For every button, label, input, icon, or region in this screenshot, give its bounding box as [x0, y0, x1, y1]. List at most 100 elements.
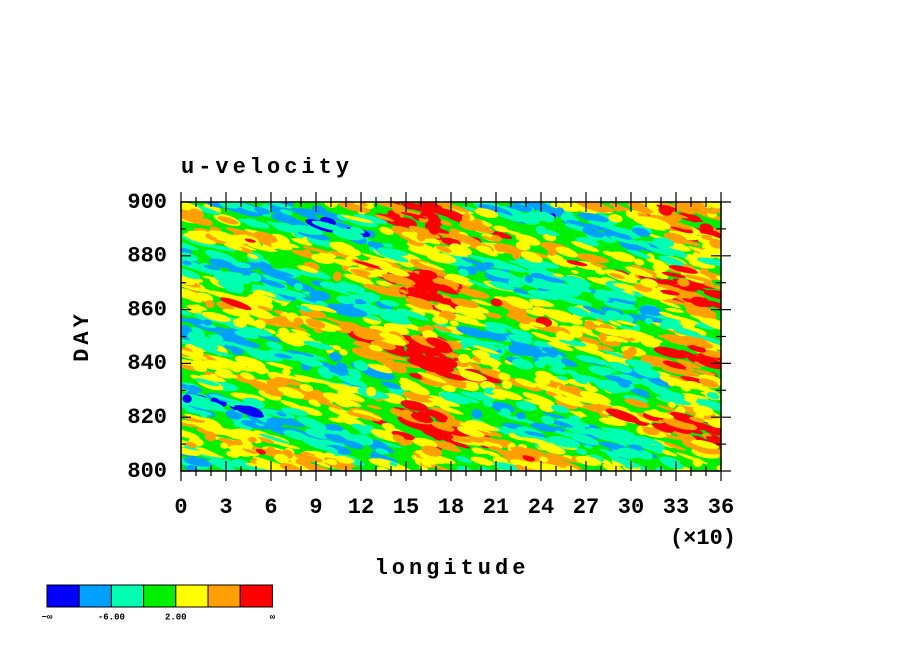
field-blob: [183, 458, 212, 467]
field-blob: [565, 369, 579, 376]
field-blob: [208, 334, 223, 340]
field-blob: [592, 403, 606, 409]
field-blob: [194, 378, 220, 387]
field-blob: [427, 238, 441, 245]
field-blob: [458, 369, 488, 381]
field-blob: [579, 432, 601, 440]
field-blob: [279, 463, 301, 471]
field-blob: [359, 291, 381, 302]
field-blob: [367, 240, 377, 248]
field-blob: [578, 354, 613, 367]
field-blob: [697, 422, 715, 430]
field-blob: [419, 424, 452, 435]
field-blob: [405, 292, 431, 303]
field-blob: [711, 250, 721, 260]
field-blob: [698, 378, 719, 388]
field-blob: [669, 412, 701, 425]
field-blob: [383, 243, 394, 248]
field-blob: [523, 431, 547, 438]
field-blob: [508, 260, 530, 266]
field-blob: [310, 391, 321, 398]
field-blob: [491, 231, 513, 240]
field-blob: [452, 233, 482, 247]
field-blob: [376, 466, 389, 471]
field-blob: [270, 242, 293, 251]
colorbar-swatch: [46, 584, 80, 608]
field-blob: [466, 381, 479, 392]
field-blob: [694, 361, 706, 367]
field-blob: [634, 258, 645, 266]
field-blob: [328, 417, 345, 423]
field-blob: [181, 380, 198, 392]
field-blob: [488, 341, 505, 347]
field-blob: [248, 272, 262, 283]
field-blob: [627, 249, 651, 259]
field-blob: [667, 401, 676, 408]
field-blob: [181, 324, 193, 336]
field-blob: [552, 273, 564, 278]
colorbar-label: −∞: [42, 612, 53, 622]
field-blob: [336, 374, 368, 388]
field-blob: [550, 376, 569, 385]
field-blob: [459, 220, 495, 234]
x-tick-label: 9: [309, 495, 322, 520]
field-blob: [570, 269, 579, 274]
field-blob: [469, 392, 496, 402]
field-blob: [453, 318, 488, 327]
field-blob: [495, 282, 506, 288]
field-blob: [641, 225, 666, 231]
field-blob: [622, 394, 649, 404]
field-blob: [332, 365, 349, 376]
x-tick-label: 6: [264, 495, 277, 520]
field-blob: [242, 448, 258, 455]
field-blob: [550, 388, 585, 401]
field-blob: [458, 268, 469, 277]
field-blob: [244, 295, 270, 306]
field-blob: [509, 328, 534, 338]
field-blob: [644, 317, 654, 325]
field-blob: [218, 437, 237, 445]
field-blob: [527, 289, 561, 300]
field-blob: [383, 323, 410, 335]
field-blob: [665, 220, 694, 230]
field-blob: [374, 214, 395, 222]
field-blob: [651, 423, 674, 433]
field-blob: [541, 415, 555, 425]
field-blob: [350, 268, 371, 276]
field-blob: [568, 317, 583, 325]
field-blob: [637, 240, 646, 247]
field-blob: [294, 454, 323, 463]
field-blob: [302, 249, 311, 255]
field-blob: [258, 433, 290, 444]
field-blob: [324, 446, 339, 454]
field-blob: [428, 440, 461, 453]
field-blob: [277, 442, 301, 450]
field-blob: [455, 456, 473, 464]
field-blob: [504, 229, 528, 239]
field-blob: [328, 407, 359, 419]
field-blob: [672, 298, 686, 304]
field-blob: [524, 447, 546, 456]
field-blob: [315, 300, 328, 307]
field-blob: [291, 353, 324, 367]
field-blob: [326, 458, 338, 466]
field-blob: [681, 335, 714, 349]
field-blob: [686, 343, 707, 353]
field-blob: [353, 303, 388, 316]
field-blob: [684, 274, 713, 282]
colorbar-label: ∞: [270, 612, 276, 622]
field-blob: [699, 223, 714, 232]
x-tick-label: 36: [708, 495, 734, 520]
field-blob: [437, 284, 455, 293]
field-blob: [456, 466, 473, 471]
field-blob: [234, 330, 259, 339]
field-blob: [625, 411, 653, 423]
field-blob: [653, 346, 689, 359]
field-blob: [266, 361, 294, 370]
field-blob: [544, 452, 576, 463]
field-blob: [511, 358, 534, 370]
field-blob: [671, 326, 702, 338]
field-blob: [515, 400, 537, 411]
x-tick-label: 27: [573, 495, 599, 520]
field-blob: [377, 351, 401, 361]
